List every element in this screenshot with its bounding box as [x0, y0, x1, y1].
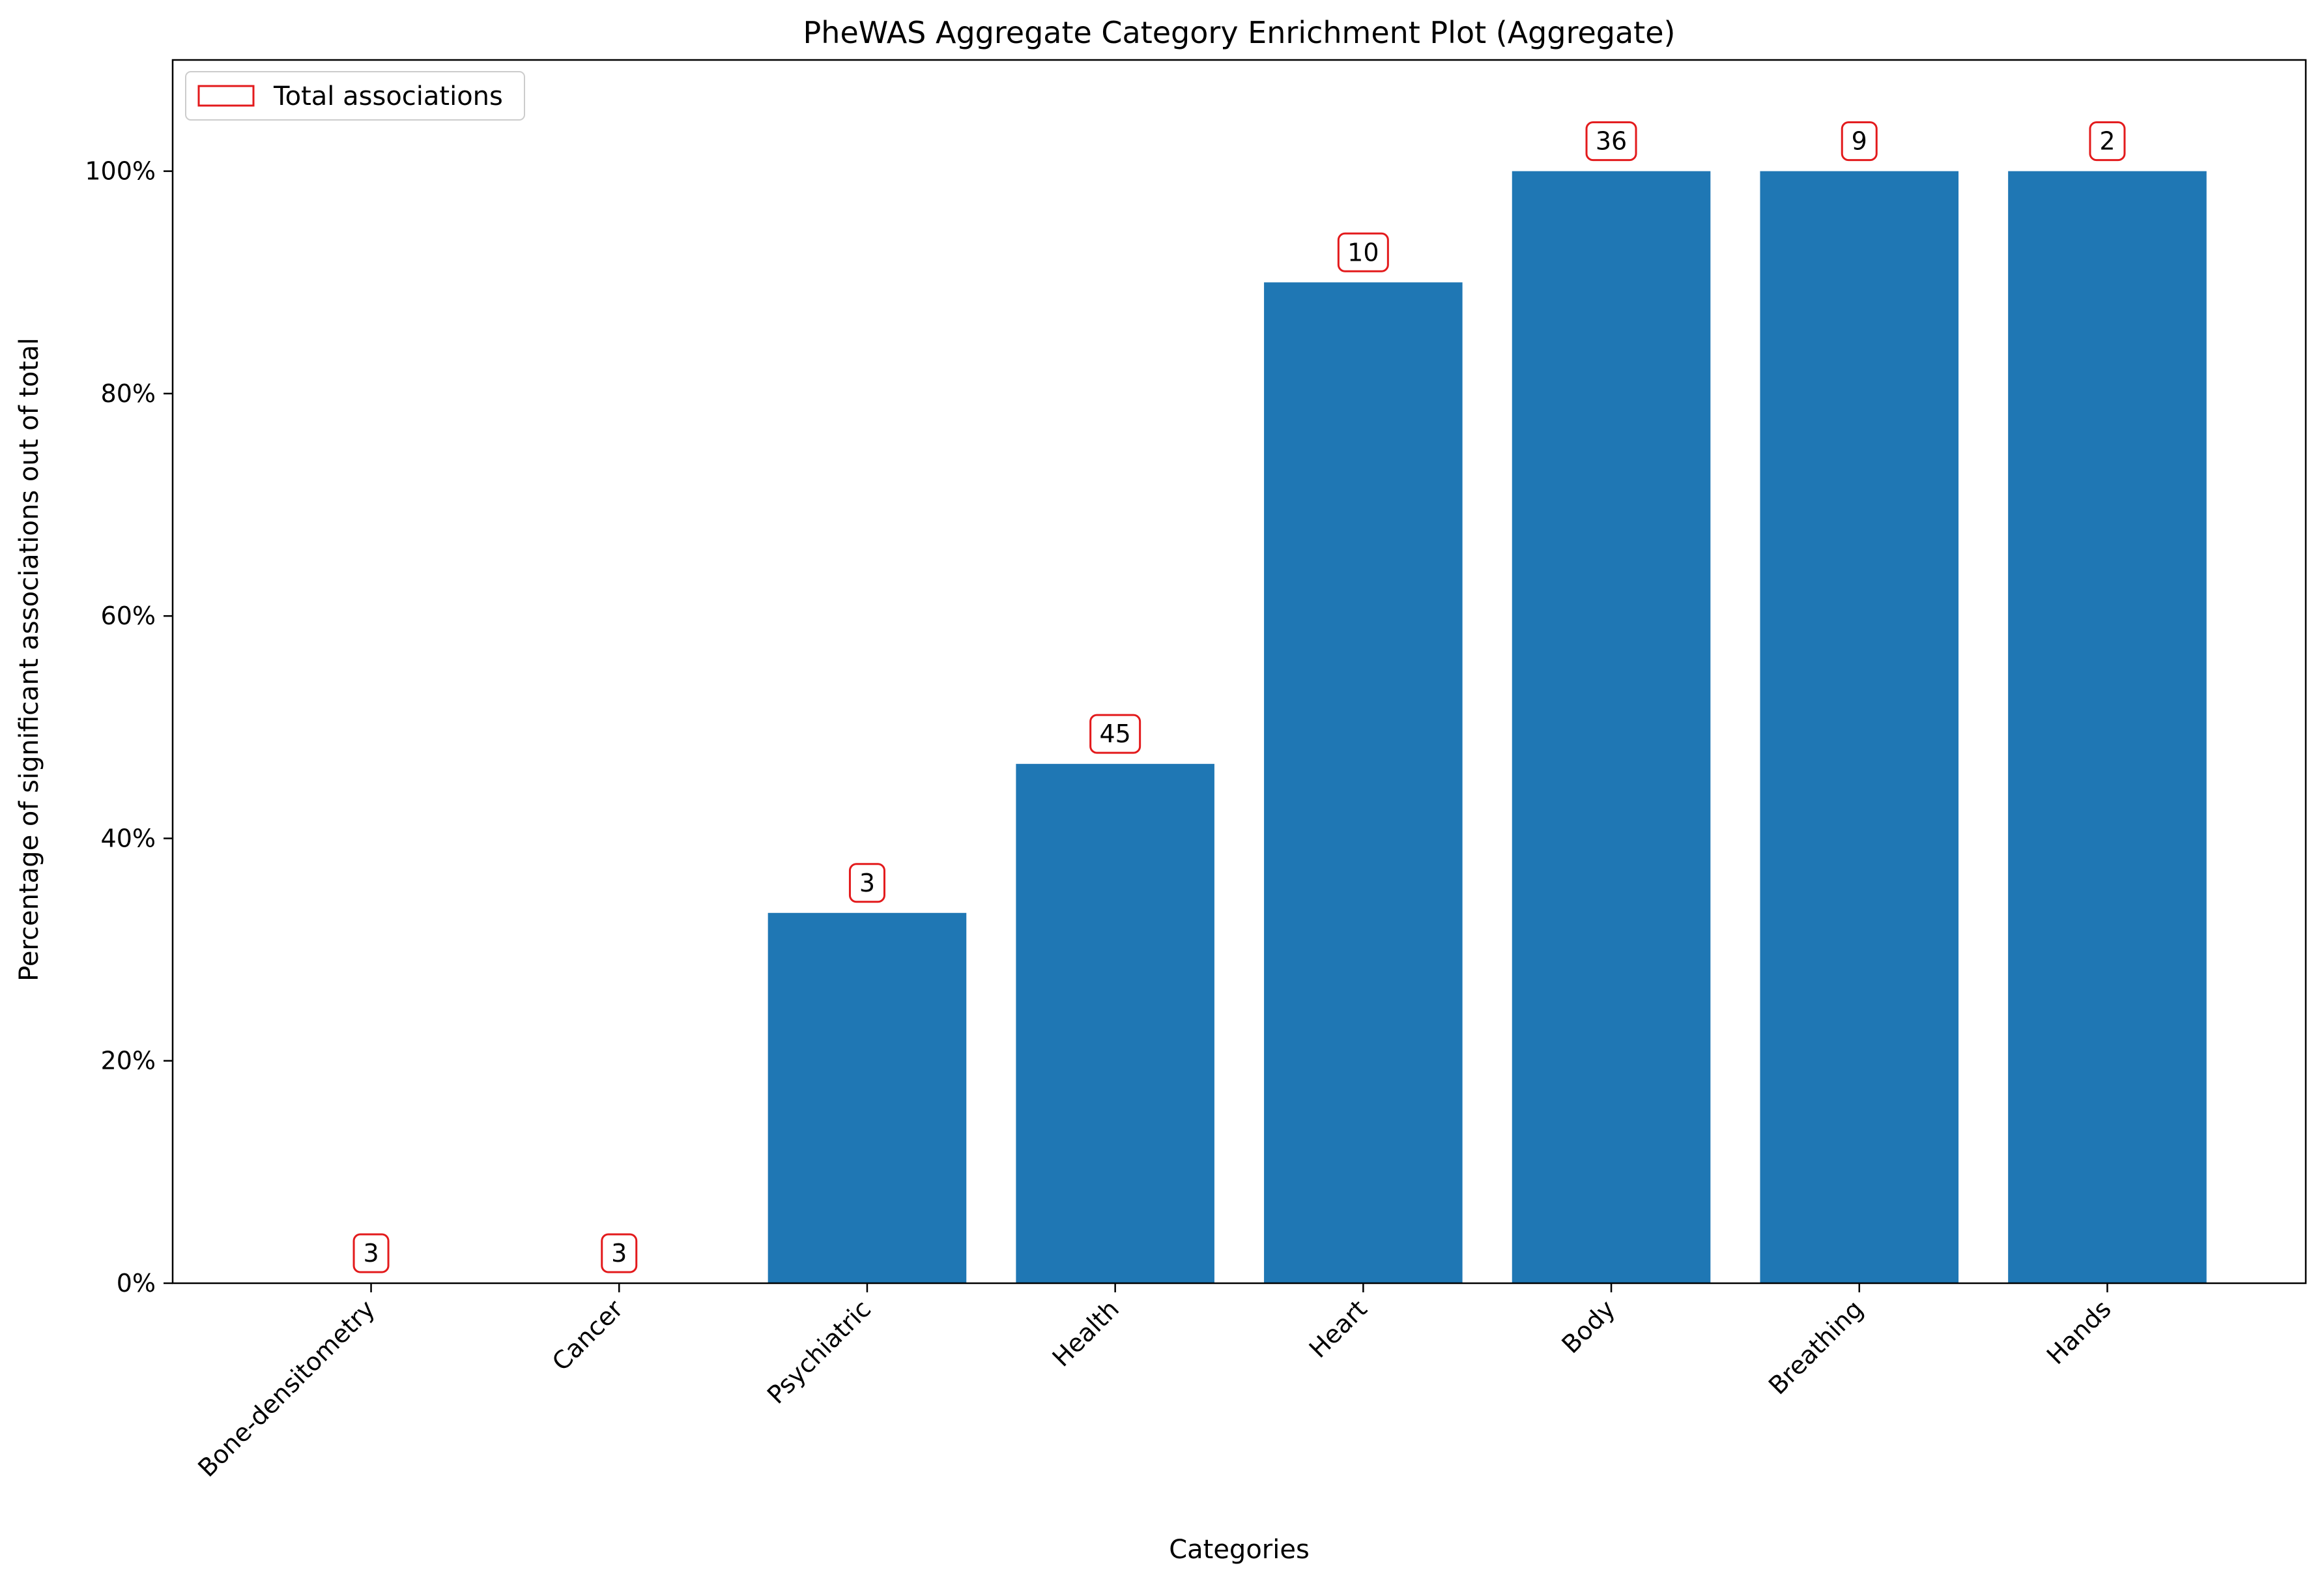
chart-title: PheWAS Aggregate Category Enrichment Plo…: [803, 15, 1676, 50]
bar-6: [1760, 171, 1959, 1283]
legend-box: [185, 71, 525, 121]
y-axis-label: Percentage of significant associations o…: [14, 338, 44, 981]
x-tick-label-0: Bone-densitometry: [192, 1294, 380, 1482]
x-tick-label-4: Heart: [1304, 1294, 1373, 1363]
count-label-0: 3: [363, 1239, 379, 1268]
x-axis-ticks: Bone-densitometry Cancer Psychiatric Health…: [192, 1283, 2117, 1483]
count-box-5: [1585, 121, 1637, 162]
y-tick-label-4: 80%: [101, 379, 156, 408]
count-annotation-2: 3: [848, 863, 885, 903]
bar-4: [1264, 282, 1463, 1284]
bar-5: [1512, 171, 1711, 1283]
x-tick-label-1: Cancer: [547, 1294, 629, 1376]
count-box-0: [352, 1233, 390, 1273]
x-tick-label-3: Health: [1047, 1294, 1125, 1372]
y-tick-label-3: 60%: [101, 602, 156, 630]
count-box-2: [848, 863, 885, 903]
x-tick-label-2: Psychiatric: [762, 1294, 876, 1409]
count-annotation-0: 3: [352, 1233, 390, 1273]
count-label-2: 3: [859, 869, 875, 897]
plot-frame: [171, 59, 2307, 1285]
x-tick-label-6: Breathing: [1763, 1294, 1869, 1400]
count-box-1: [601, 1233, 638, 1273]
y-axis-ticks: 0% 20% 40% 60% 80% 100%: [85, 157, 173, 1298]
y-tick-label-2: 40%: [101, 824, 156, 852]
count-box-7: [2089, 121, 2126, 162]
count-box-6: [1841, 121, 1878, 162]
legend-label: Total associations: [273, 81, 503, 111]
count-box-3: [1089, 714, 1141, 754]
y-tick-label-1: 20%: [101, 1047, 156, 1075]
count-label-6: 9: [1852, 127, 1867, 156]
count-annotation-5: 36: [1585, 121, 1637, 162]
legend: Total associations: [185, 71, 525, 121]
count-annotation-3: 45: [1089, 714, 1141, 754]
y-tick-label-0: 0%: [117, 1269, 156, 1298]
count-label-7: 2: [2099, 127, 2115, 156]
count-box-4: [1337, 232, 1389, 272]
bars-group: [767, 171, 2207, 1284]
bar-2: [767, 912, 967, 1283]
y-tick-label-5: 100%: [85, 157, 156, 186]
x-tick-label-7: Hands: [2041, 1294, 2117, 1370]
count-label-1: 3: [611, 1239, 627, 1268]
count-annotations: 3 3 3 45 10 36 9 2: [352, 121, 2126, 1273]
legend-swatch: [197, 85, 255, 107]
count-annotation-4: 10: [1337, 232, 1389, 272]
bar-7: [2008, 171, 2207, 1283]
count-label-5: 36: [1596, 127, 1627, 156]
count-label-4: 10: [1347, 238, 1379, 267]
count-annotation-7: 2: [2089, 121, 2126, 162]
x-tick-label-5: Body: [1556, 1294, 1620, 1359]
bar-3: [1016, 764, 1214, 1283]
count-annotation-6: 9: [1841, 121, 1878, 162]
x-axis-label: Categories: [1169, 1535, 1310, 1565]
count-annotation-1: 3: [601, 1233, 638, 1273]
count-label-3: 45: [1099, 719, 1130, 748]
